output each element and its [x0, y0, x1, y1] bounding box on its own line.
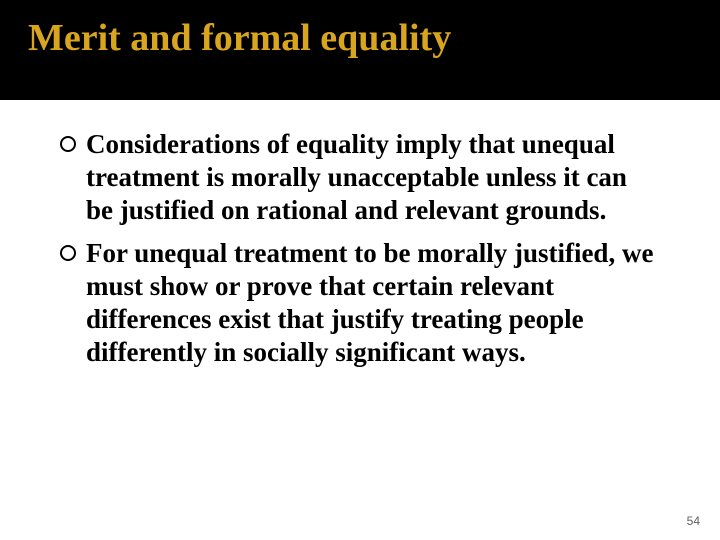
bullet-marker-icon — [60, 136, 76, 152]
bullet-text: Considerations of equality imply that un… — [86, 128, 660, 227]
title-bar: Merit and formal equality — [0, 0, 720, 100]
bullet-text: For unequal treatment to be morally just… — [86, 237, 660, 369]
bullet-item: For unequal treatment to be morally just… — [60, 237, 660, 369]
slide-title: Merit and formal equality — [28, 18, 692, 60]
bullet-marker-icon — [60, 245, 76, 261]
content-area: Considerations of equality imply that un… — [0, 100, 720, 369]
bullet-item: Considerations of equality imply that un… — [60, 128, 660, 227]
page-number: 54 — [687, 514, 700, 528]
